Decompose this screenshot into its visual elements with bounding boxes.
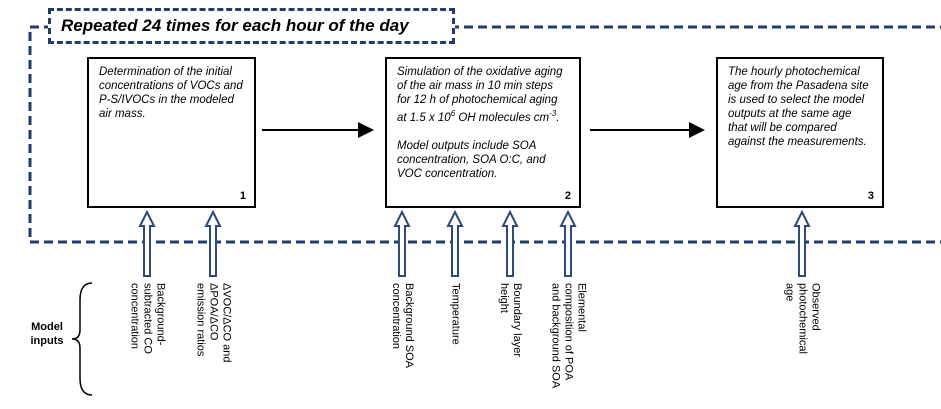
input-label: Background SOA concentration [389,283,415,368]
superscript: -3 [549,109,557,118]
input-arrow [204,209,222,277]
input-arrow [393,209,411,277]
superscript: 6 [450,109,456,118]
input-label-line: Background- [154,283,167,346]
step-number: 1 [239,190,246,202]
input-label: ΔVOC/ΔCO and ΔPOA/ΔCO emission ratios [194,283,233,363]
step-box: The hourly photochemical age from the Pa… [716,57,884,208]
input-arrow [501,209,519,277]
input-label-line: ΔVOC/ΔCO and [220,283,233,363]
input-arrow [559,209,577,277]
inputs-label: Model inputs [30,321,64,347]
input-arrows [138,209,811,277]
input-label-line: composition of POA [562,283,575,381]
input-label-line: subtracted CO [141,283,154,354]
step-box: Determination of the initial concentrati… [87,57,256,208]
input-label: Elemental composition of POA and backgroun… [549,283,588,388]
input-label-line: Observed [809,283,822,331]
input-arrow [446,209,464,277]
step-text: Model outputs include SOA concentration,… [397,139,546,180]
step-text: The hourly photochemical age from the Pa… [728,66,869,148]
banner: Repeated 24 times for each hour of the d… [48,8,455,44]
step-number: 2 [564,190,571,202]
input-label-line: Temperature [449,283,462,345]
step-text: OH molecules cm [455,111,550,124]
input-label-line: age [783,283,796,302]
input-label-line: photochemical [796,283,809,354]
step-number: 3 [867,190,874,202]
input-label: Boundary layer height [497,283,523,357]
step-text: Determination of the initial concentrati… [99,66,243,120]
input-arrow [138,209,156,277]
step-box: Simulation of the oxidative aging of the… [385,57,581,208]
input-label-line: and background SOA [549,283,562,389]
input-label: Observed photochemical age [783,283,822,354]
input-arrow [793,209,811,277]
step-text: Simulation of the oxidative aging of the… [397,66,563,124]
input-label-line: ΔPOA/ΔCO [207,283,220,341]
repeat-loop-border [28,25,941,244]
step-text: . [556,111,560,124]
input-label-line: concentration [128,283,141,350]
input-label-line: concentration [390,283,402,350]
brace [71,282,93,396]
input-label-line: Elemental [575,283,588,332]
input-label-line: Boundary layer [511,283,523,357]
input-label-line: Background SOA [403,283,415,368]
input-label-line: height [498,283,510,313]
input-label: Temperature [449,283,462,345]
input-label: Background-subtracted CO concentration [128,283,167,354]
input-label-line: emission ratios [194,283,207,357]
